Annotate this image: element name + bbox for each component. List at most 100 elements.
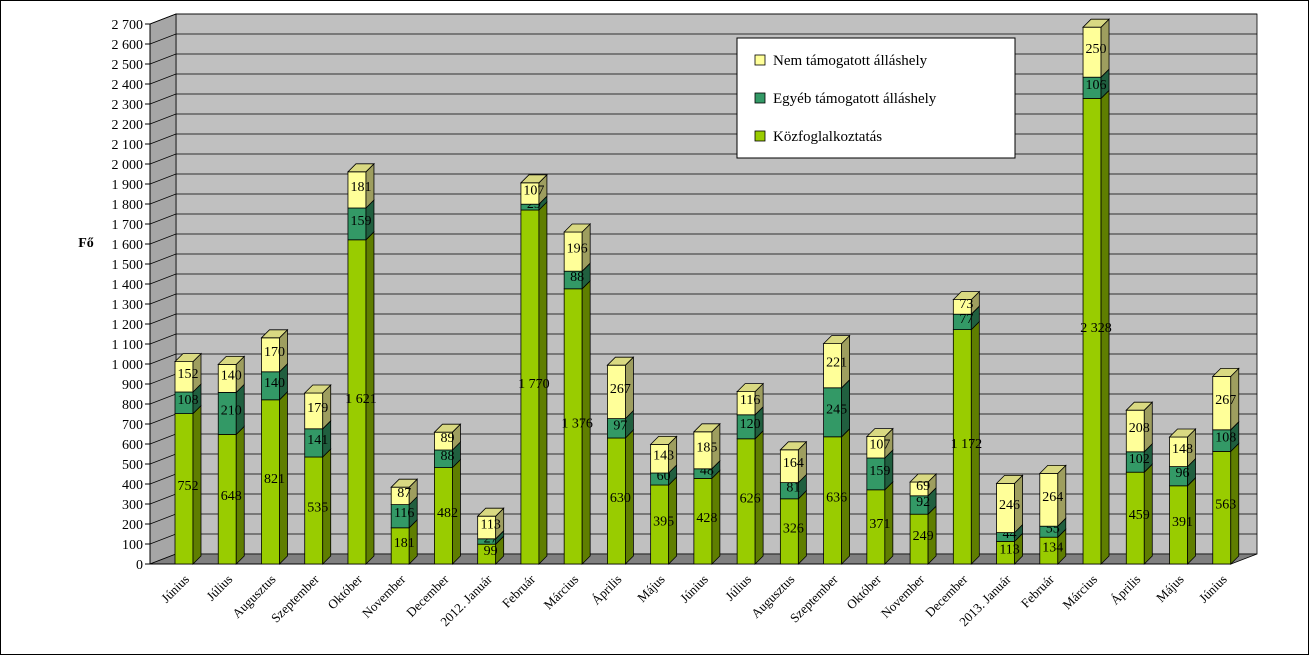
- bar-segment-top: [346, 163, 375, 173]
- data-label: 326: [783, 521, 804, 536]
- data-label: 97: [613, 418, 627, 433]
- y-tick-label: 100: [122, 538, 143, 553]
- bar-segment-top: [736, 383, 765, 393]
- data-label: 89: [440, 431, 454, 446]
- x-tick-label: Október: [843, 571, 884, 612]
- x-tick-label: Szeptember: [787, 571, 841, 625]
- x-tick-label: November: [359, 571, 409, 621]
- legend-label: Nem támogatott álláshely: [773, 53, 928, 69]
- x-tick-label: Július: [203, 572, 235, 604]
- data-label: 164: [783, 456, 804, 471]
- data-label: 140: [264, 376, 285, 391]
- y-tick-label: 600: [122, 438, 143, 453]
- x-tick-label: Szeptember: [268, 571, 322, 625]
- data-label: 134: [1042, 541, 1063, 556]
- data-label: 626: [740, 491, 761, 506]
- data-label: 1 621: [345, 392, 377, 407]
- y-tick-label: 900: [122, 378, 143, 393]
- data-label: 159: [869, 464, 890, 479]
- bar-segment-top: [1038, 464, 1067, 474]
- bar-segment-top: [822, 335, 851, 345]
- data-label: 141: [307, 433, 328, 448]
- data-label: 482: [437, 506, 458, 521]
- data-label: 181: [350, 180, 371, 195]
- y-tick-label: 500: [122, 458, 143, 473]
- bar-segment-top: [1211, 367, 1240, 377]
- data-label: 107: [869, 437, 890, 452]
- y-tick-label: 200: [122, 518, 143, 533]
- data-label: 1 770: [518, 377, 550, 392]
- gridline: [149, 173, 1257, 185]
- bar-segment-top: [390, 478, 419, 488]
- gridline: [149, 333, 1257, 345]
- data-label: 113: [999, 543, 1019, 558]
- bar-segment-top: [563, 223, 592, 233]
- data-label: 77: [959, 312, 973, 327]
- data-label: 371: [869, 517, 890, 532]
- x-tick-label: Június: [158, 572, 192, 606]
- gridline: [149, 233, 1257, 245]
- data-label: 92: [916, 495, 930, 510]
- y-tick-label: 1 200: [112, 318, 144, 333]
- data-label: 246: [999, 498, 1020, 513]
- data-label: 648: [221, 489, 242, 504]
- data-label: 196: [567, 242, 588, 257]
- y-tick-label: 1 500: [112, 258, 144, 273]
- y-tick-label: 2 300: [112, 98, 144, 113]
- data-label: 159: [350, 214, 371, 229]
- data-label: 181: [394, 536, 415, 551]
- x-tick-label: Május: [634, 572, 668, 606]
- x-tick-label: Február: [1018, 571, 1058, 611]
- y-tick-label: 0: [136, 558, 143, 573]
- data-label: 210: [221, 403, 242, 418]
- data-label: 179: [307, 401, 328, 416]
- data-label: 250: [1086, 42, 1107, 57]
- y-tick-label: 2 100: [112, 138, 144, 153]
- data-label: 185: [696, 440, 717, 455]
- data-label: 752: [178, 479, 199, 494]
- bar-segment-top: [1125, 401, 1154, 411]
- data-label: 73: [959, 297, 973, 312]
- gridline: [149, 33, 1257, 45]
- y-tick-label: 1 600: [112, 238, 144, 253]
- y-tick-label: 2 700: [112, 18, 144, 33]
- x-tick-label: Június: [1196, 572, 1230, 606]
- gridline: [149, 213, 1257, 225]
- bar-segment-top: [476, 507, 505, 517]
- data-label: 245: [826, 402, 847, 417]
- bar-segment-top: [649, 435, 678, 445]
- bar-segment-top: [1168, 428, 1197, 438]
- y-tick-label: 2 600: [112, 38, 144, 53]
- bar-segment-top: [519, 174, 548, 184]
- data-label: 81: [786, 481, 800, 496]
- data-label: 120: [740, 417, 761, 432]
- data-label: 88: [570, 270, 584, 285]
- data-label: 106: [1086, 78, 1107, 93]
- y-tick-label: 1 300: [112, 298, 144, 313]
- data-label: 208: [1129, 421, 1150, 436]
- bar-segment-top: [952, 291, 981, 301]
- x-tick-label: Március: [541, 572, 582, 613]
- data-label: 148: [1172, 442, 1193, 457]
- bar-segment-top: [865, 428, 894, 438]
- data-label: 630: [610, 491, 631, 506]
- data-label: 2 328: [1080, 321, 1112, 336]
- data-label: 116: [394, 506, 414, 521]
- y-tick-label: 1 700: [112, 218, 144, 233]
- bar-segment-top: [174, 353, 202, 363]
- bar-segment-top: [606, 356, 635, 366]
- data-label: 108: [1215, 431, 1236, 446]
- x-tick-label: Március: [1059, 572, 1100, 613]
- data-label: 821: [264, 472, 285, 487]
- data-label: 267: [610, 382, 631, 397]
- data-label: 116: [740, 393, 760, 408]
- data-label: 96: [1176, 466, 1190, 481]
- data-label: 563: [1215, 498, 1236, 513]
- bar-segment-top: [260, 329, 289, 339]
- data-label: 428: [696, 511, 717, 526]
- data-label: 152: [178, 367, 199, 382]
- legend-box: [736, 37, 1016, 159]
- gridline: [149, 353, 1257, 365]
